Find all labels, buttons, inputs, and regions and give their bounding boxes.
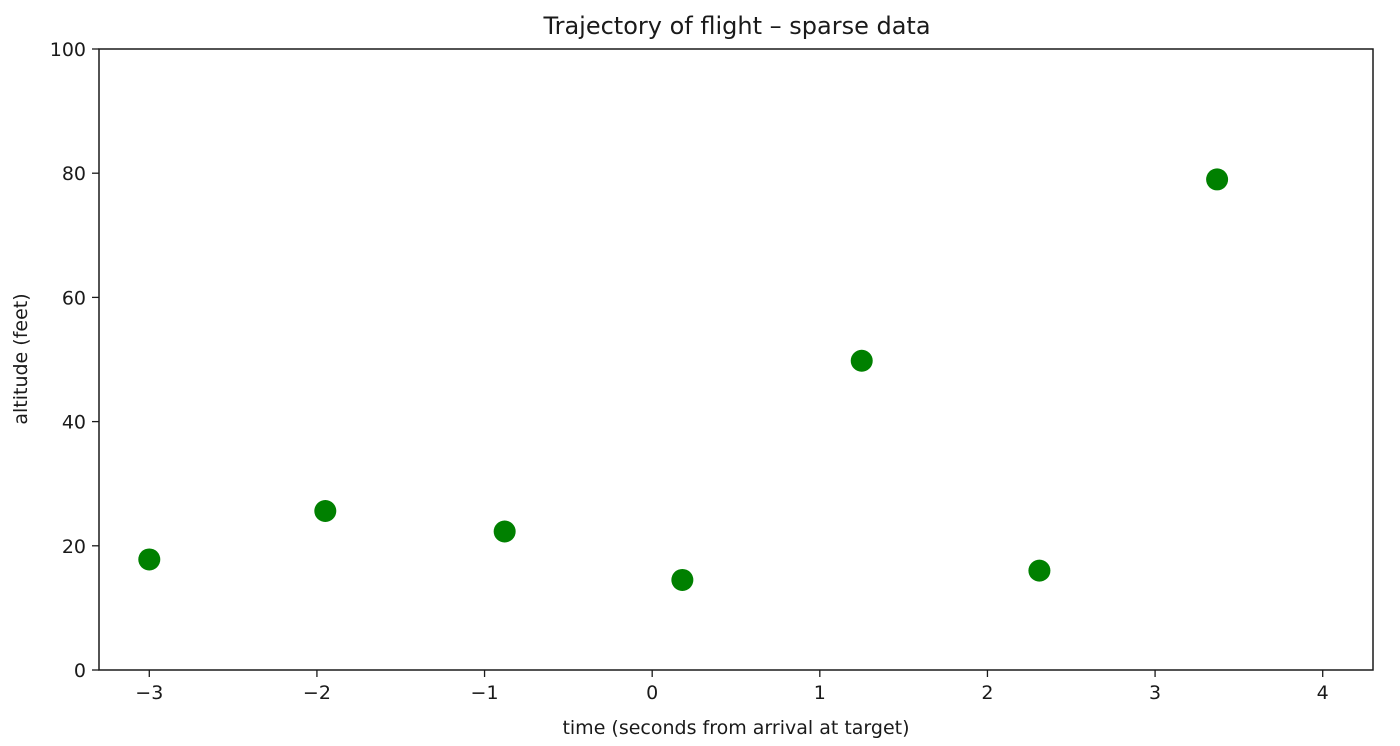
x-axis: −3 −2 −1 0 1 2 3 4 [135,670,1329,704]
data-point [493,520,516,543]
data-points [138,168,1229,591]
y-tick-label: 80 [62,163,86,185]
x-tick-label: 2 [981,682,993,704]
data-point [1028,559,1051,582]
x-tick-label: 1 [814,682,826,704]
data-point [671,568,694,591]
data-point [850,349,873,372]
data-point [138,548,161,571]
x-axis-label: time (seconds from arrival at target) [562,717,909,739]
y-tick-label: 100 [50,39,86,61]
x-tick-label: 0 [646,682,658,704]
chart-title: Trajectory of flight – sparse data [542,12,930,40]
x-tick-label: −3 [135,682,163,704]
y-axis: 0 20 40 60 80 100 [50,39,99,682]
x-tick-label: −2 [303,682,331,704]
plot-frame [98,48,1374,671]
y-tick-label: 0 [74,660,86,682]
y-axis-label: altitude (feet) [10,293,32,424]
y-tick-label: 20 [62,536,86,558]
y-tick-label: 60 [62,287,86,309]
x-tick-label: −1 [471,682,499,704]
plot-area [98,48,1374,671]
x-tick-label: 4 [1317,682,1329,704]
data-point [1206,168,1229,191]
x-tick-label: 3 [1149,682,1161,704]
data-point [314,500,337,523]
y-tick-label: 40 [62,412,86,434]
